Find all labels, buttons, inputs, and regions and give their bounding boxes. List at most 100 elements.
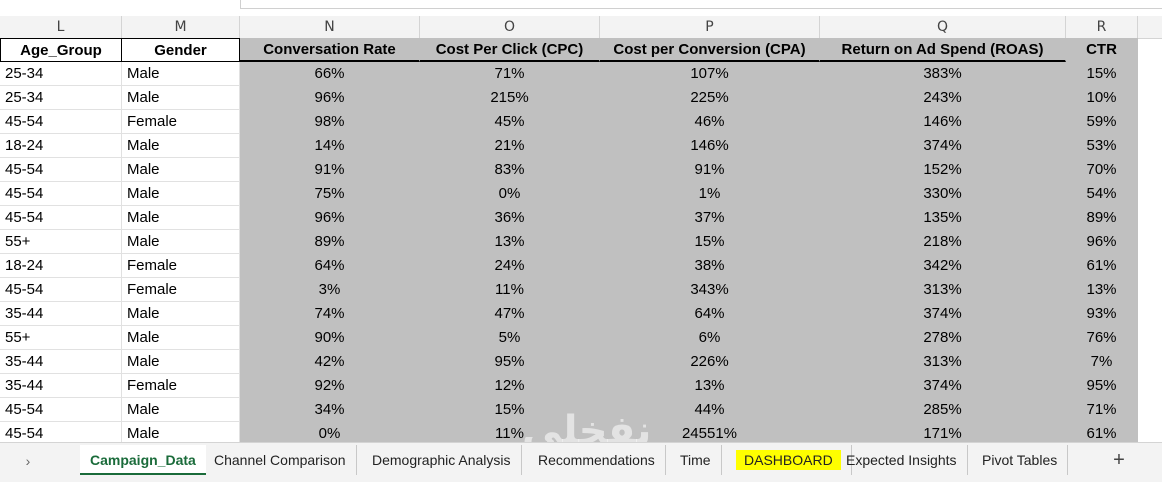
cell-conversation-rate[interactable]: 89% <box>240 230 420 254</box>
cell-ctr[interactable]: 76% <box>1066 326 1138 350</box>
cell-roas[interactable]: 171% <box>820 422 1066 442</box>
cell-roas[interactable]: 342% <box>820 254 1066 278</box>
cell-ctr[interactable]: 95% <box>1066 374 1138 398</box>
cell-cpc[interactable]: 45% <box>420 110 600 134</box>
cell-conversation-rate[interactable]: 3% <box>240 278 420 302</box>
cell-roas[interactable]: 135% <box>820 206 1066 230</box>
cell-ctr[interactable]: 61% <box>1066 254 1138 278</box>
cell-roas[interactable]: 218% <box>820 230 1066 254</box>
header-gender[interactable]: Gender <box>122 38 240 62</box>
cell-roas[interactable]: 330% <box>820 182 1066 206</box>
cell-gender[interactable]: Male <box>122 230 240 254</box>
column-header-q[interactable]: Q <box>820 16 1066 38</box>
cell-conversation-rate[interactable]: 91% <box>240 158 420 182</box>
cell-ctr[interactable]: 93% <box>1066 302 1138 326</box>
cell-conversation-rate[interactable]: 98% <box>240 110 420 134</box>
cell-cpa[interactable]: 146% <box>600 134 820 158</box>
cell-gender[interactable]: Male <box>122 422 240 442</box>
cell-cpa[interactable]: 343% <box>600 278 820 302</box>
header-cpc[interactable]: Cost Per Click (CPC) <box>420 38 600 62</box>
cell-cpc[interactable]: 11% <box>420 422 600 442</box>
cell-cpa[interactable]: 15% <box>600 230 820 254</box>
cell-cpc[interactable]: 71% <box>420 62 600 86</box>
cell-roas[interactable]: 313% <box>820 350 1066 374</box>
column-header-o[interactable]: O <box>420 16 600 38</box>
cell-cpc[interactable]: 47% <box>420 302 600 326</box>
cell-roas[interactable]: 374% <box>820 302 1066 326</box>
column-header-m[interactable]: M <box>122 16 240 38</box>
cell-age-group[interactable]: 25-34 <box>0 62 122 86</box>
cell-age-group[interactable]: 45-54 <box>0 398 122 422</box>
cell-age-group[interactable]: 45-54 <box>0 422 122 442</box>
cell-roas[interactable]: 374% <box>820 374 1066 398</box>
tab-campaign-data[interactable]: Campaign_Data <box>80 445 206 475</box>
cell-cpa[interactable]: 64% <box>600 302 820 326</box>
cell-roas[interactable]: 243% <box>820 86 1066 110</box>
cell-gender[interactable]: Male <box>122 86 240 110</box>
cell-gender[interactable]: Male <box>122 134 240 158</box>
cell-cpc[interactable]: 12% <box>420 374 600 398</box>
cell-cpa[interactable]: 91% <box>600 158 820 182</box>
cell-cpa[interactable]: 6% <box>600 326 820 350</box>
add-sheet-button[interactable]: + <box>1113 449 1125 471</box>
cell-cpc[interactable]: 24% <box>420 254 600 278</box>
cell-cpa[interactable]: 225% <box>600 86 820 110</box>
cell-roas[interactable]: 146% <box>820 110 1066 134</box>
cell-roas[interactable]: 313% <box>820 278 1066 302</box>
column-header-l[interactable]: L <box>0 16 122 38</box>
cell-age-group[interactable]: 45-54 <box>0 278 122 302</box>
cell-ctr[interactable]: 53% <box>1066 134 1138 158</box>
cell-cpc[interactable]: 83% <box>420 158 600 182</box>
column-header-p[interactable]: P <box>600 16 820 38</box>
cell-conversation-rate[interactable]: 14% <box>240 134 420 158</box>
cell-ctr[interactable]: 96% <box>1066 230 1138 254</box>
cell-roas[interactable]: 374% <box>820 134 1066 158</box>
cell-cpa[interactable]: 37% <box>600 206 820 230</box>
cell-conversation-rate[interactable]: 74% <box>240 302 420 326</box>
cell-age-group[interactable]: 18-24 <box>0 134 122 158</box>
tab-demographic-analysis[interactable]: Demographic Analysis <box>362 445 522 475</box>
cell-age-group[interactable]: 45-54 <box>0 158 122 182</box>
cell-cpc[interactable]: 11% <box>420 278 600 302</box>
cell-age-group[interactable]: 35-44 <box>0 374 122 398</box>
cell-conversation-rate[interactable]: 66% <box>240 62 420 86</box>
cell-cpa[interactable]: 1% <box>600 182 820 206</box>
cell-roas[interactable]: 285% <box>820 398 1066 422</box>
cell-ctr[interactable]: 89% <box>1066 206 1138 230</box>
cell-cpa[interactable]: 44% <box>600 398 820 422</box>
cell-conversation-rate[interactable]: 0% <box>240 422 420 442</box>
cell-age-group[interactable]: 45-54 <box>0 206 122 230</box>
cell-roas[interactable]: 152% <box>820 158 1066 182</box>
tab-pivot-tables[interactable]: Pivot Tables <box>972 445 1069 475</box>
cell-gender[interactable]: Female <box>122 110 240 134</box>
tab-channel-comparison[interactable]: Channel Comparison <box>204 445 357 475</box>
cell-ctr[interactable]: 13% <box>1066 278 1138 302</box>
cell-gender[interactable]: Male <box>122 206 240 230</box>
cell-cpa[interactable]: 226% <box>600 350 820 374</box>
cell-conversation-rate[interactable]: 75% <box>240 182 420 206</box>
cell-ctr[interactable]: 15% <box>1066 62 1138 86</box>
tab-expected-insights[interactable]: Expected Insights <box>836 445 968 475</box>
cell-conversation-rate[interactable]: 42% <box>240 350 420 374</box>
cell-age-group[interactable]: 35-44 <box>0 350 122 374</box>
cell-cpa[interactable]: 38% <box>600 254 820 278</box>
cell-cpc[interactable]: 13% <box>420 230 600 254</box>
cell-gender[interactable]: Male <box>122 158 240 182</box>
cell-age-group[interactable]: 18-24 <box>0 254 122 278</box>
header-roas[interactable]: Return on Ad Spend (ROAS) <box>820 38 1066 62</box>
cell-ctr[interactable]: 10% <box>1066 86 1138 110</box>
tab-time[interactable]: Time <box>670 445 722 475</box>
cell-cpc[interactable]: 5% <box>420 326 600 350</box>
cell-cpc[interactable]: 215% <box>420 86 600 110</box>
cell-gender[interactable]: Male <box>122 302 240 326</box>
cell-conversation-rate[interactable]: 64% <box>240 254 420 278</box>
cell-ctr[interactable]: 70% <box>1066 158 1138 182</box>
cell-gender[interactable]: Male <box>122 398 240 422</box>
cell-cpa[interactable]: 13% <box>600 374 820 398</box>
cell-cpa[interactable]: 46% <box>600 110 820 134</box>
cell-ctr[interactable]: 59% <box>1066 110 1138 134</box>
chevron-right-icon[interactable]: › <box>25 453 31 469</box>
cell-cpc[interactable]: 15% <box>420 398 600 422</box>
cell-conversation-rate[interactable]: 96% <box>240 86 420 110</box>
tab-dashboard[interactable]: DASHBOARD <box>726 445 852 475</box>
